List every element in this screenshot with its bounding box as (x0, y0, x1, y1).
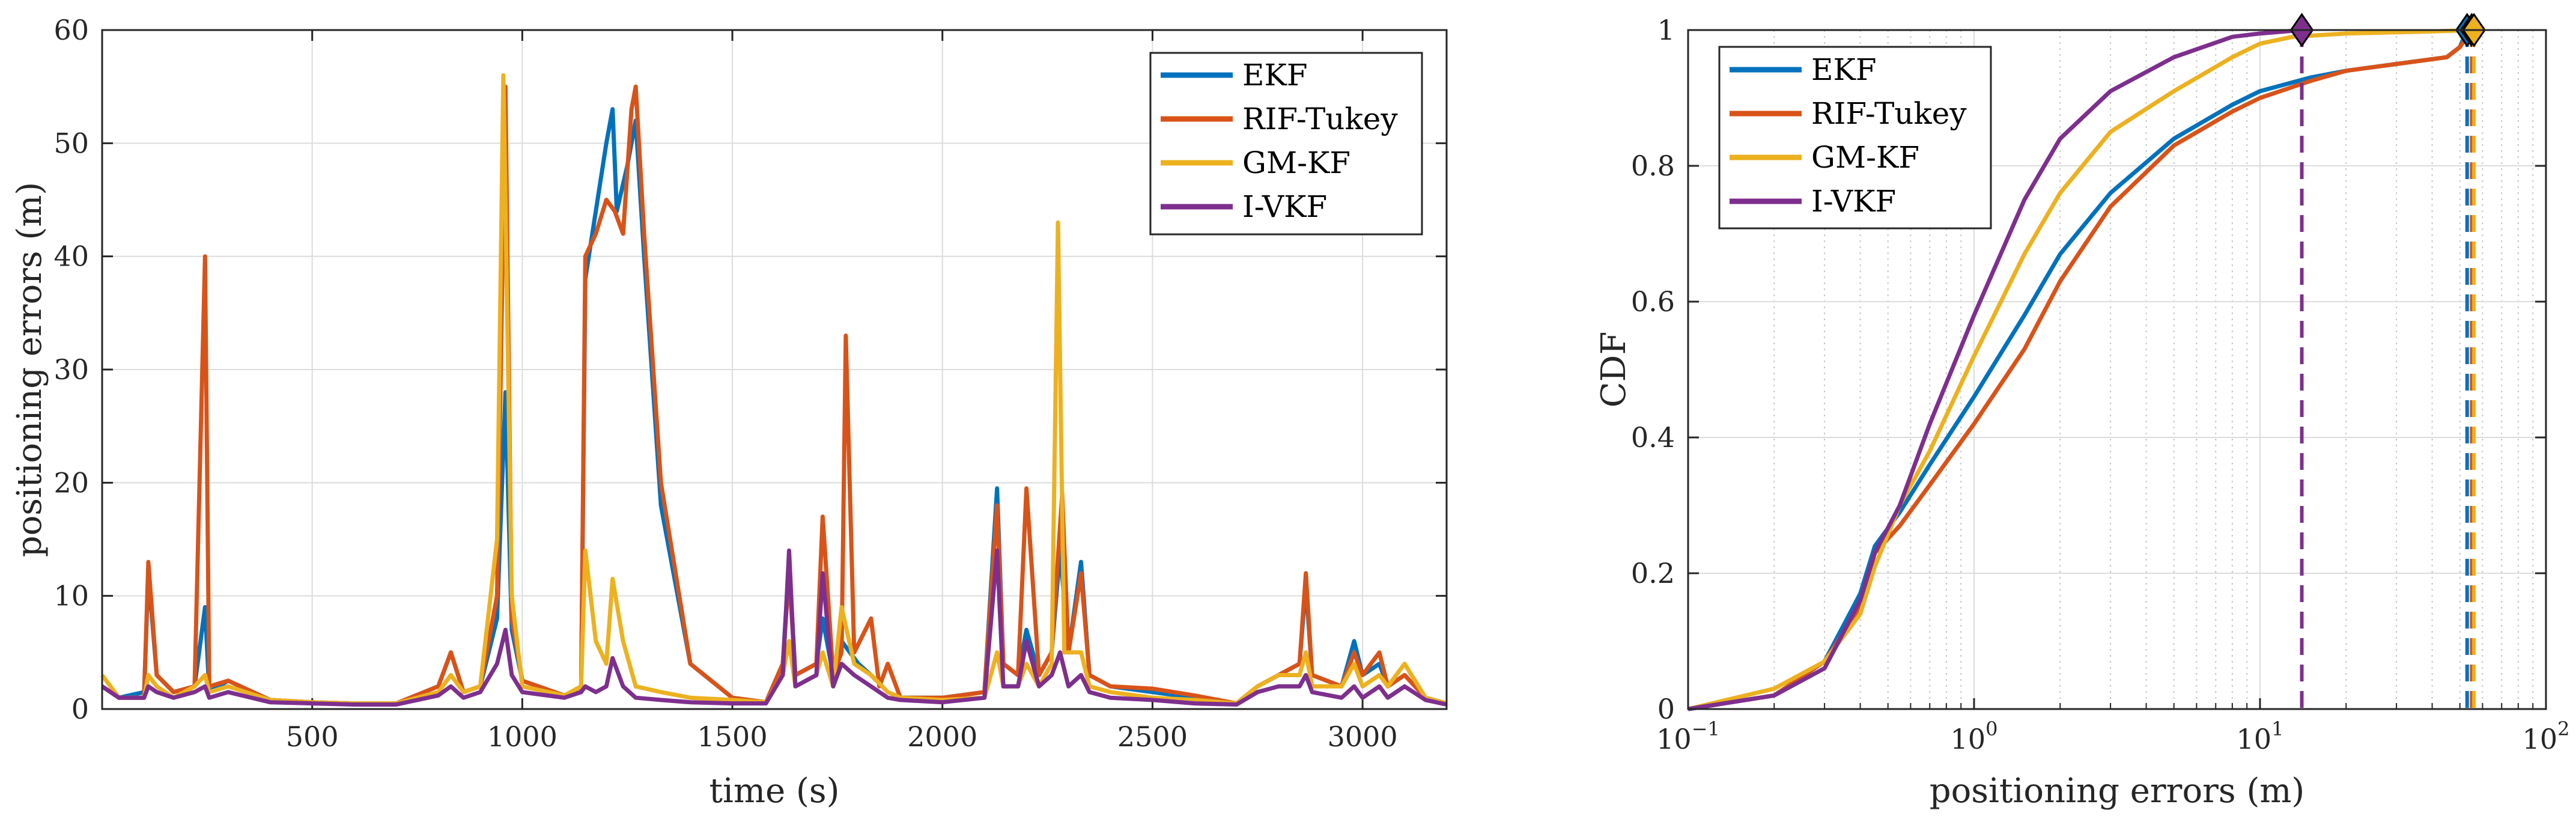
chart2-x-tick-label: 10−1 (1656, 717, 1720, 755)
chart2-ylabel: CDF (1594, 332, 1633, 408)
chart1-y-tick-label: 0 (71, 693, 89, 725)
chart1-series-group (100, 73, 1447, 707)
chart1-series-i-vkf (101, 548, 1447, 707)
chart2-x-tick-exponent: −1 (1692, 717, 1720, 740)
chart1-legend-label-gm-kf: GM-KF (1242, 145, 1350, 180)
chart2-y-tick-label: 1 (1657, 14, 1675, 46)
chart2-xlabel: positioning errors (m) (1930, 772, 2305, 811)
chart1-x-tick-label: 3000 (1328, 720, 1398, 753)
chart2-y-tick-labels: 0 0.2 0.4 0.6 0.8 1 (1631, 14, 1675, 725)
chart1-y-tick-label: 50 (53, 127, 89, 159)
chart2-x-tick-exponent: 1 (2271, 717, 2283, 740)
chart2-series-i-vkf (1687, 28, 2302, 711)
chart2-legend-label-rif-tukey: RIF-Tukey (1811, 96, 1967, 131)
chart2-y-tick-label: 0.8 (1631, 150, 1675, 182)
chart2-legend-label-i-vkf: I-VKF (1811, 184, 1896, 219)
chart1-x-tick-label: 2000 (907, 720, 977, 753)
chart2-legend-label-ekf: EKF (1811, 52, 1877, 87)
chart2-y-tick-label: 0.2 (1631, 557, 1675, 589)
chart2-legend: EKF RIF-Tukey GM-KF I-VKF (1718, 46, 1992, 230)
chart1-axes-box (101, 29, 1448, 710)
cdf-chart: 10−1 100 101 102 00.20.40.60.81 positioning… (1594, 13, 2569, 811)
chart2-max-markers (2289, 13, 2486, 709)
chart2-legend-label-gm-kf: GM-KF (1811, 140, 1919, 175)
chart2-axes-box (1687, 29, 2547, 710)
chart1-x-tick-label: 500 (286, 720, 339, 753)
chart1-x-tick-label: 1500 (697, 720, 768, 753)
chart1-legend-label-rif-tukey: RIF-Tukey (1242, 102, 1398, 136)
chart1-xlabel: time (s) (709, 772, 840, 811)
chart2-y-tick-label: 0.6 (1631, 285, 1675, 318)
time-series-chart: 500 1000 1500 2000 2500 3000 0 10 20 30 40 50 60 ti… (10, 14, 1448, 811)
chart1-y-tick-label: 10 (53, 580, 89, 612)
chart1-y-tick-label: 30 (53, 353, 89, 386)
chart2-x-tick-labels: 10−1 100 101 102 (1656, 717, 2569, 755)
chart1-x-tick-label: 2500 (1117, 720, 1188, 753)
chart2-legend-box (1718, 46, 1992, 230)
chart1-y-tick-labels: 0 10 20 30 40 50 60 (53, 14, 89, 725)
chart2-x-tick-exponent: 0 (1985, 717, 1997, 740)
chart2-y-tick-label: 0.4 (1631, 421, 1675, 454)
chart1-legend-label-ekf: EKF (1242, 58, 1308, 93)
chart1-x-tick-labels: 500 1000 1500 2000 2500 3000 (286, 720, 1398, 753)
chart2-x-tick-label: 100 (1951, 717, 1998, 755)
chart1-ylabel: positioning errors (m) (10, 182, 49, 558)
chart1-y-tick-label: 60 (53, 14, 89, 46)
chart2-x-tick-label: 102 (2523, 717, 2570, 755)
chart1-x-tick-label: 1000 (487, 720, 557, 753)
chart1-y-tick-label: 40 (53, 240, 89, 273)
chart1-y-tick-label: 20 (53, 466, 89, 499)
chart2-x-tick-label: 101 (2237, 717, 2284, 755)
chart2-x-tick-exponent: 2 (2557, 717, 2569, 740)
chart1-legend-label-i-vkf: I-VKF (1242, 189, 1327, 224)
chart2-y-tick-label: 0 (1657, 693, 1675, 725)
chart1-legend: EKF RIF-Tukey GM-KF I-VKF (1149, 52, 1423, 236)
